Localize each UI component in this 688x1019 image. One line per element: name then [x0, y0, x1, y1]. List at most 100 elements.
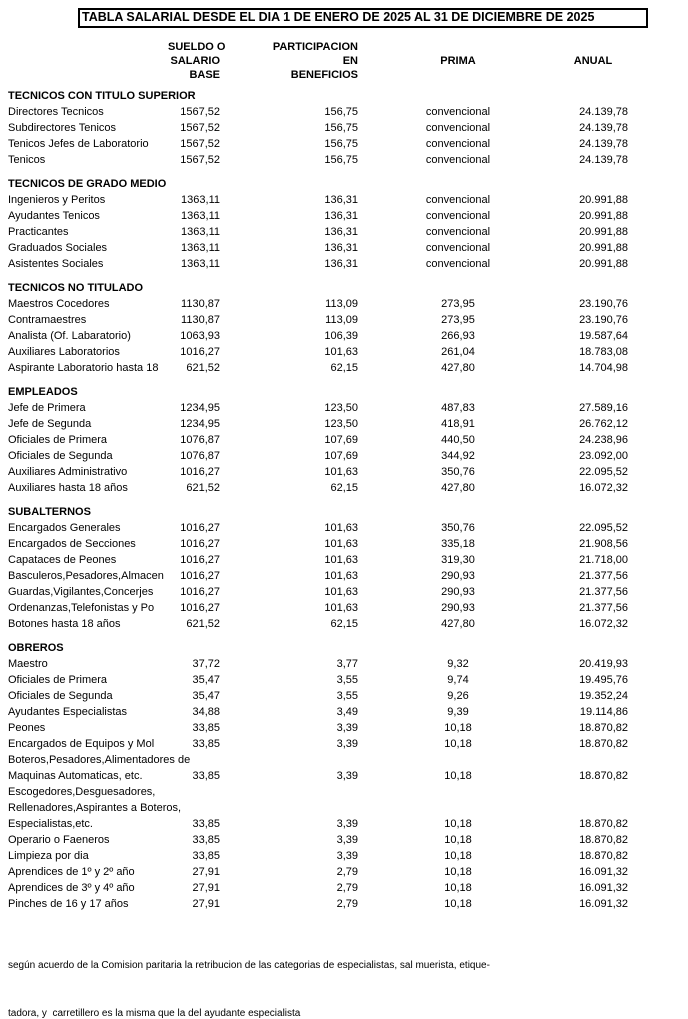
cell-sueldo-base: 621,52 — [186, 618, 220, 630]
cell-anual: 19.114,86 — [579, 706, 628, 718]
cell-sueldo-base: 1016,27 — [180, 586, 220, 598]
table-row: Aprendices de 1º y 2º año 27,91 2,79 10,18 1… — [8, 864, 688, 880]
cell-prima — [358, 752, 558, 768]
cell-anual: 26.762,12 — [579, 418, 628, 430]
column-header-line: EN — [342, 55, 358, 67]
section-header: SUBALTERNOS — [8, 506, 91, 518]
cell-participacion-beneficios — [220, 752, 358, 768]
row-label: Botones hasta 18 años — [8, 618, 121, 630]
cell-participacion-beneficios: 107,69 — [324, 434, 358, 446]
table-row: Auxiliares Administrativo 1016,27 101,63 35… — [8, 464, 688, 480]
cell-participacion-beneficios: 101,63 — [324, 570, 358, 582]
cell-prima: 261,04 — [441, 346, 475, 358]
cell-prima: 10,18 — [444, 850, 472, 862]
column-header-line: PARTICIPACION — [272, 41, 358, 53]
cell-prima: 9,39 — [447, 706, 469, 718]
footnote-line: según acuerdo de la Comision paritaria l… — [8, 960, 490, 971]
row-label: Auxiliares Laboratorios — [8, 346, 120, 358]
cell-sueldo-base: 33,85 — [192, 818, 220, 830]
cell-prima: 10,18 — [444, 818, 472, 830]
cell-anual: 21.377,56 — [579, 586, 628, 598]
cell-participacion-beneficios: 2,79 — [336, 866, 358, 878]
row-label: Ordenanzas,Telefonistas y Po — [8, 602, 155, 614]
cell-participacion-beneficios: 3,39 — [336, 722, 358, 734]
cell-participacion-beneficios: 101,63 — [324, 346, 358, 358]
cell-anual: 21.908,56 — [579, 538, 628, 550]
row-label: Practicantes — [8, 226, 69, 238]
table-row: Maestro 37,72 3,77 9,32 20.419,93 — [8, 656, 688, 672]
table-row: Aprendices de 3º y 4º año 27,91 2,79 10,18 1… — [8, 880, 688, 896]
cell-anual: 20.991,88 — [579, 258, 628, 270]
row-label: Especialistas,etc. — [8, 818, 93, 830]
table-row: Ayudantes Tenicos 1363,11 136,31 convencion… — [8, 208, 688, 224]
table-row: Oficiales de Segunda 35,47 3,55 9,26 19.352,… — [8, 688, 688, 704]
table-row: Oficiales de Primera 35,47 3,55 9,74 19.495,… — [8, 672, 688, 688]
row-label: Encargados de Equipos y Mol — [8, 738, 155, 750]
cell-prima: convencional — [425, 122, 491, 134]
column-header-line: BASE — [189, 69, 220, 81]
cell-sueldo-base: 1363,11 — [181, 194, 220, 206]
cell-prima: 487,83 — [441, 402, 475, 414]
column-header-participacion-beneficios: PARTICIPACION EN BENEFICIOS — [220, 40, 358, 82]
cell-prima: 10,18 — [444, 738, 472, 750]
column-headers: SUELDO O SALARIO BASE PARTICIPACION EN B… — [8, 40, 688, 82]
row-label: Directores Tecnicos — [8, 106, 104, 118]
table-row: Ayudantes Especialistas 34,88 3,49 9,39 19.1… — [8, 704, 688, 720]
table-row: Capataces de Peones 1016,27 101,63 319,30 21… — [8, 552, 688, 568]
cell-prima — [358, 800, 558, 816]
cell-participacion-beneficios: 101,63 — [324, 522, 358, 534]
row-label: Aspirante Laboratorio hasta 18 — [8, 362, 159, 374]
page-title: TABLA SALARIAL DESDE EL DIA 1 DE ENERO D… — [82, 10, 595, 24]
cell-participacion-beneficios: 101,63 — [324, 554, 358, 566]
cell-prima: convencional — [425, 258, 491, 270]
cell-prima: 335,18 — [441, 538, 475, 550]
row-label: Pinches de 16 y 17 años — [8, 898, 129, 910]
row-label: Oficiales de Primera — [8, 434, 108, 446]
table-row: Subdirectores Tenicos 1567,52 156,75 conven… — [8, 120, 688, 136]
cell-sueldo-base: 1363,11 — [181, 258, 220, 270]
section-header: EMPLEADOS — [8, 386, 78, 398]
cell-anual: 22.095,52 — [579, 466, 628, 478]
table-body: TECNICOS CON TITULO SUPERIOR Directores T… — [8, 88, 688, 912]
cell-prima: 273,95 — [441, 298, 475, 310]
table-row: Aspirante Laboratorio hasta 18 621,52 62,1… — [8, 360, 688, 376]
cell-participacion-beneficios: 136,31 — [324, 242, 358, 254]
cell-participacion-beneficios: 62,15 — [330, 362, 358, 374]
cell-sueldo-base: 1234,95 — [180, 402, 220, 414]
section-tecnicos-con-titulo-superior: TECNICOS CON TITULO SUPERIOR Directores T… — [8, 88, 688, 168]
row-label: Rellenadores,Aspirantes a Boteros, — [8, 802, 182, 814]
row-label: Asistentes Sociales — [8, 258, 104, 270]
cell-anual: 21.718,00 — [579, 554, 628, 566]
row-label: Oficiales de Primera — [8, 674, 108, 686]
cell-participacion-beneficios: 136,31 — [324, 210, 358, 222]
cell-anual: 20.991,88 — [579, 210, 628, 222]
table-row: Maestros Cocedores 1130,87 113,09 273,95 23.… — [8, 296, 688, 312]
cell-sueldo-base: 1130,87 — [181, 298, 220, 310]
cell-sueldo-base: 1567,52 — [180, 138, 220, 150]
cell-prima: convencional — [425, 210, 491, 222]
row-label: Encargados Generales — [8, 522, 121, 534]
row-label: Contramaestres — [8, 314, 87, 326]
cell-prima: 427,80 — [441, 482, 475, 494]
cell-sueldo-base: 1567,52 — [180, 106, 220, 118]
row-label: Auxiliares Administrativo — [8, 466, 128, 478]
cell-prima: 9,74 — [447, 674, 469, 686]
title-box: TABLA SALARIAL DESDE EL DIA 1 DE ENERO D… — [78, 8, 648, 28]
table-row: Tenicos 1567,52 156,75 convencional 24.139,7… — [8, 152, 688, 168]
row-label: Ayudantes Especialistas — [8, 706, 128, 718]
cell-prima — [358, 784, 558, 800]
footnotes: según acuerdo de la Comision paritaria l… — [8, 926, 688, 1019]
cell-participacion-beneficios: 3,39 — [336, 770, 358, 782]
cell-participacion-beneficios: 101,63 — [324, 586, 358, 598]
row-label: Guardas,Vigilantes,Concerjes — [8, 586, 154, 598]
table-row: Graduados Sociales 1363,11 136,31 convencio… — [8, 240, 688, 256]
cell-sueldo-base: 35,47 — [192, 674, 220, 686]
cell-anual: 24.139,78 — [579, 138, 628, 150]
row-label: Aprendices de 1º y 2º año — [8, 866, 135, 878]
cell-prima: 427,80 — [441, 618, 475, 630]
row-label: Oficiales de Segunda — [8, 690, 113, 702]
table-row: Encargados Generales 1016,27 101,63 350,76 2… — [8, 520, 688, 536]
table-row: Encargados de Equipos y Mol 33,85 3,39 10,1… — [8, 736, 688, 752]
cell-sueldo-base: 27,91 — [192, 882, 220, 894]
column-header-spacer — [8, 40, 168, 82]
